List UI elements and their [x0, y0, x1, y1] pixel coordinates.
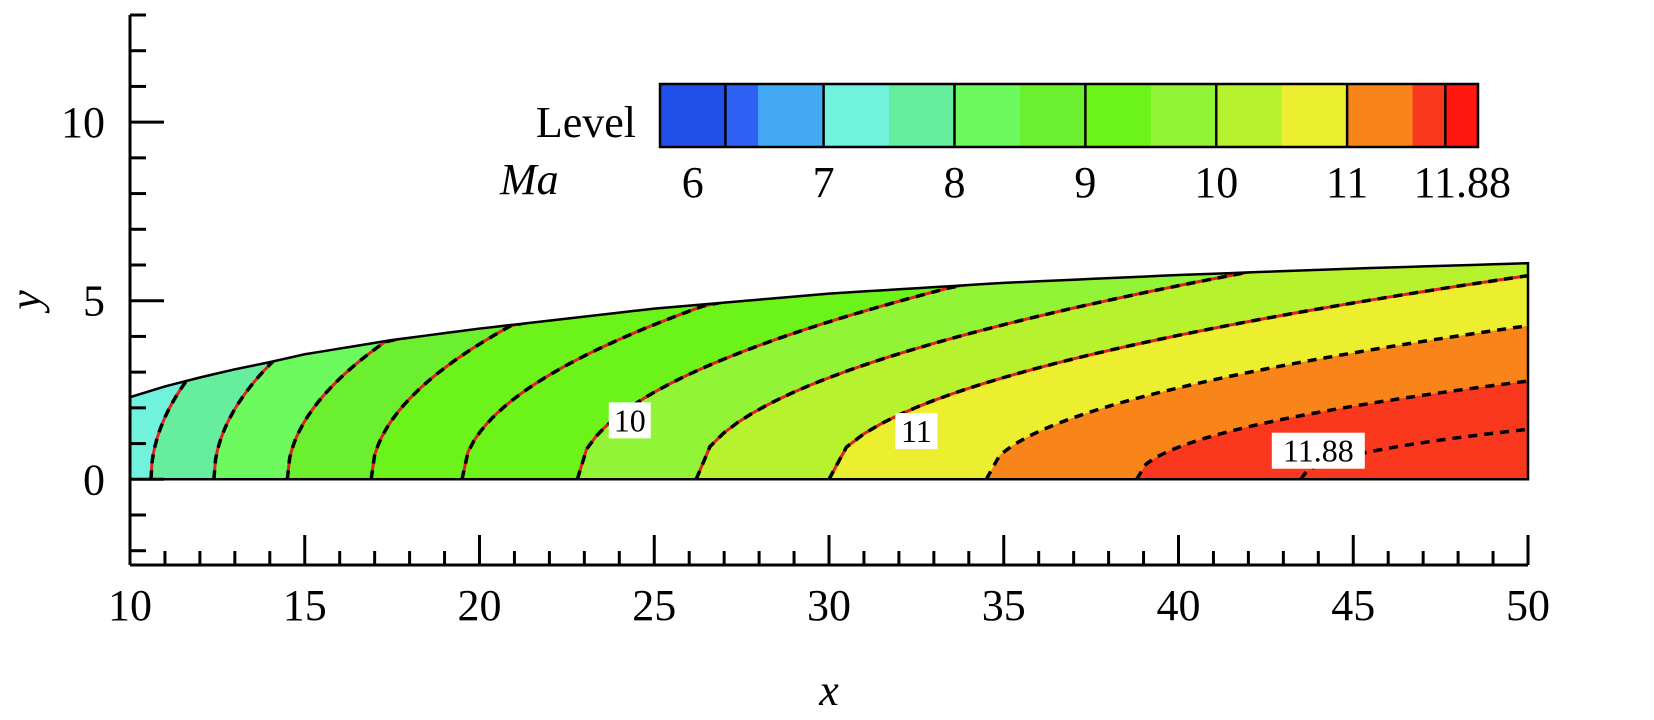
colorbar-swatch-6 [1019, 84, 1086, 147]
contour-line-layer [149, 263, 1528, 480]
contour-fill-layer [130, 263, 1528, 480]
colorbar-swatch-11 [1347, 84, 1414, 147]
x-axis-title: x [818, 666, 839, 715]
domain-boundary [128, 261, 1530, 481]
contour-label-2: 11.88 [1271, 432, 1365, 469]
colorbar-swatch-2 [758, 84, 825, 147]
colorbar-swatch-10 [1281, 84, 1348, 147]
contour-band-8 [829, 263, 1528, 480]
axes: 10 15 20 25 30 35 40 45 50 0 5 10 [61, 13, 1550, 630]
svg-text:11: 11 [901, 413, 932, 449]
colorbar-swatch-5 [954, 84, 1021, 147]
x-tick-label: 15 [283, 581, 327, 630]
colorbar-tick-label: 6 [682, 158, 704, 207]
colorbar-swatch-9 [1216, 84, 1283, 147]
y-tick-label: 0 [83, 455, 105, 504]
contour-line-7 [827, 263, 1528, 480]
contour-line-4 [460, 263, 914, 480]
y-tick-label: 5 [83, 277, 105, 326]
contour-line-6 [694, 263, 1459, 480]
contour-line-2 [285, 297, 596, 480]
contour-band-7 [696, 263, 1528, 480]
colorbar-swatch-0 [660, 84, 726, 147]
x-tick-label: 25 [632, 581, 676, 630]
svg-text:10: 10 [614, 402, 646, 438]
colorbar-tick-label: 11.88 [1414, 158, 1511, 207]
x-tick-label: 40 [1157, 581, 1201, 630]
colorbar-tick-label: 8 [943, 158, 965, 207]
contour-line-8 [984, 281, 1528, 480]
y-tick-label: 10 [61, 98, 105, 147]
contour-label-0: 10 [608, 402, 651, 439]
colorbar-tick-label: 10 [1194, 158, 1238, 207]
x-tick-label: 35 [982, 581, 1026, 630]
colorbar-swatch-7 [1085, 84, 1152, 147]
y-axis-title: y [1, 290, 50, 314]
colorbar-swatch-12 [1412, 84, 1446, 147]
domain-outline [128, 261, 1530, 481]
svg-text:11.88: 11.88 [1283, 433, 1354, 469]
contour-line-3 [369, 281, 722, 480]
contour-line-1 [212, 309, 491, 480]
colorbar-tick-label: 9 [1074, 158, 1096, 207]
colorbar-swatch-8 [1150, 84, 1217, 147]
contour-line-9 [1135, 336, 1528, 480]
legend-variable: Ma [499, 155, 559, 204]
x-tick-label: 30 [807, 581, 851, 630]
colorbar-swatch-13 [1445, 84, 1479, 147]
colorbar-swatch-3 [823, 84, 890, 147]
contour-line-5 [575, 263, 1158, 480]
colorbar-tick-label: 7 [813, 158, 835, 207]
x-tick-label: 45 [1331, 581, 1375, 630]
x-tick-label: 20 [458, 581, 502, 630]
colorbar-frame [658, 82, 1480, 149]
x-tick-label: 50 [1506, 581, 1550, 630]
legend-title: Level [536, 98, 636, 147]
colorbar-swatch-1 [725, 84, 759, 147]
contour-label-1: 11 [895, 413, 938, 450]
colorbar-swatch-4 [889, 84, 955, 147]
colorbar-legend: Level Ma 6 7 8 9 10 11 11.88 [499, 82, 1511, 207]
contour-label-layer: 10 11 11.88 [608, 402, 1365, 469]
colorbar-tick-label: 11 [1326, 158, 1368, 207]
x-tick-label: 10 [108, 581, 152, 630]
